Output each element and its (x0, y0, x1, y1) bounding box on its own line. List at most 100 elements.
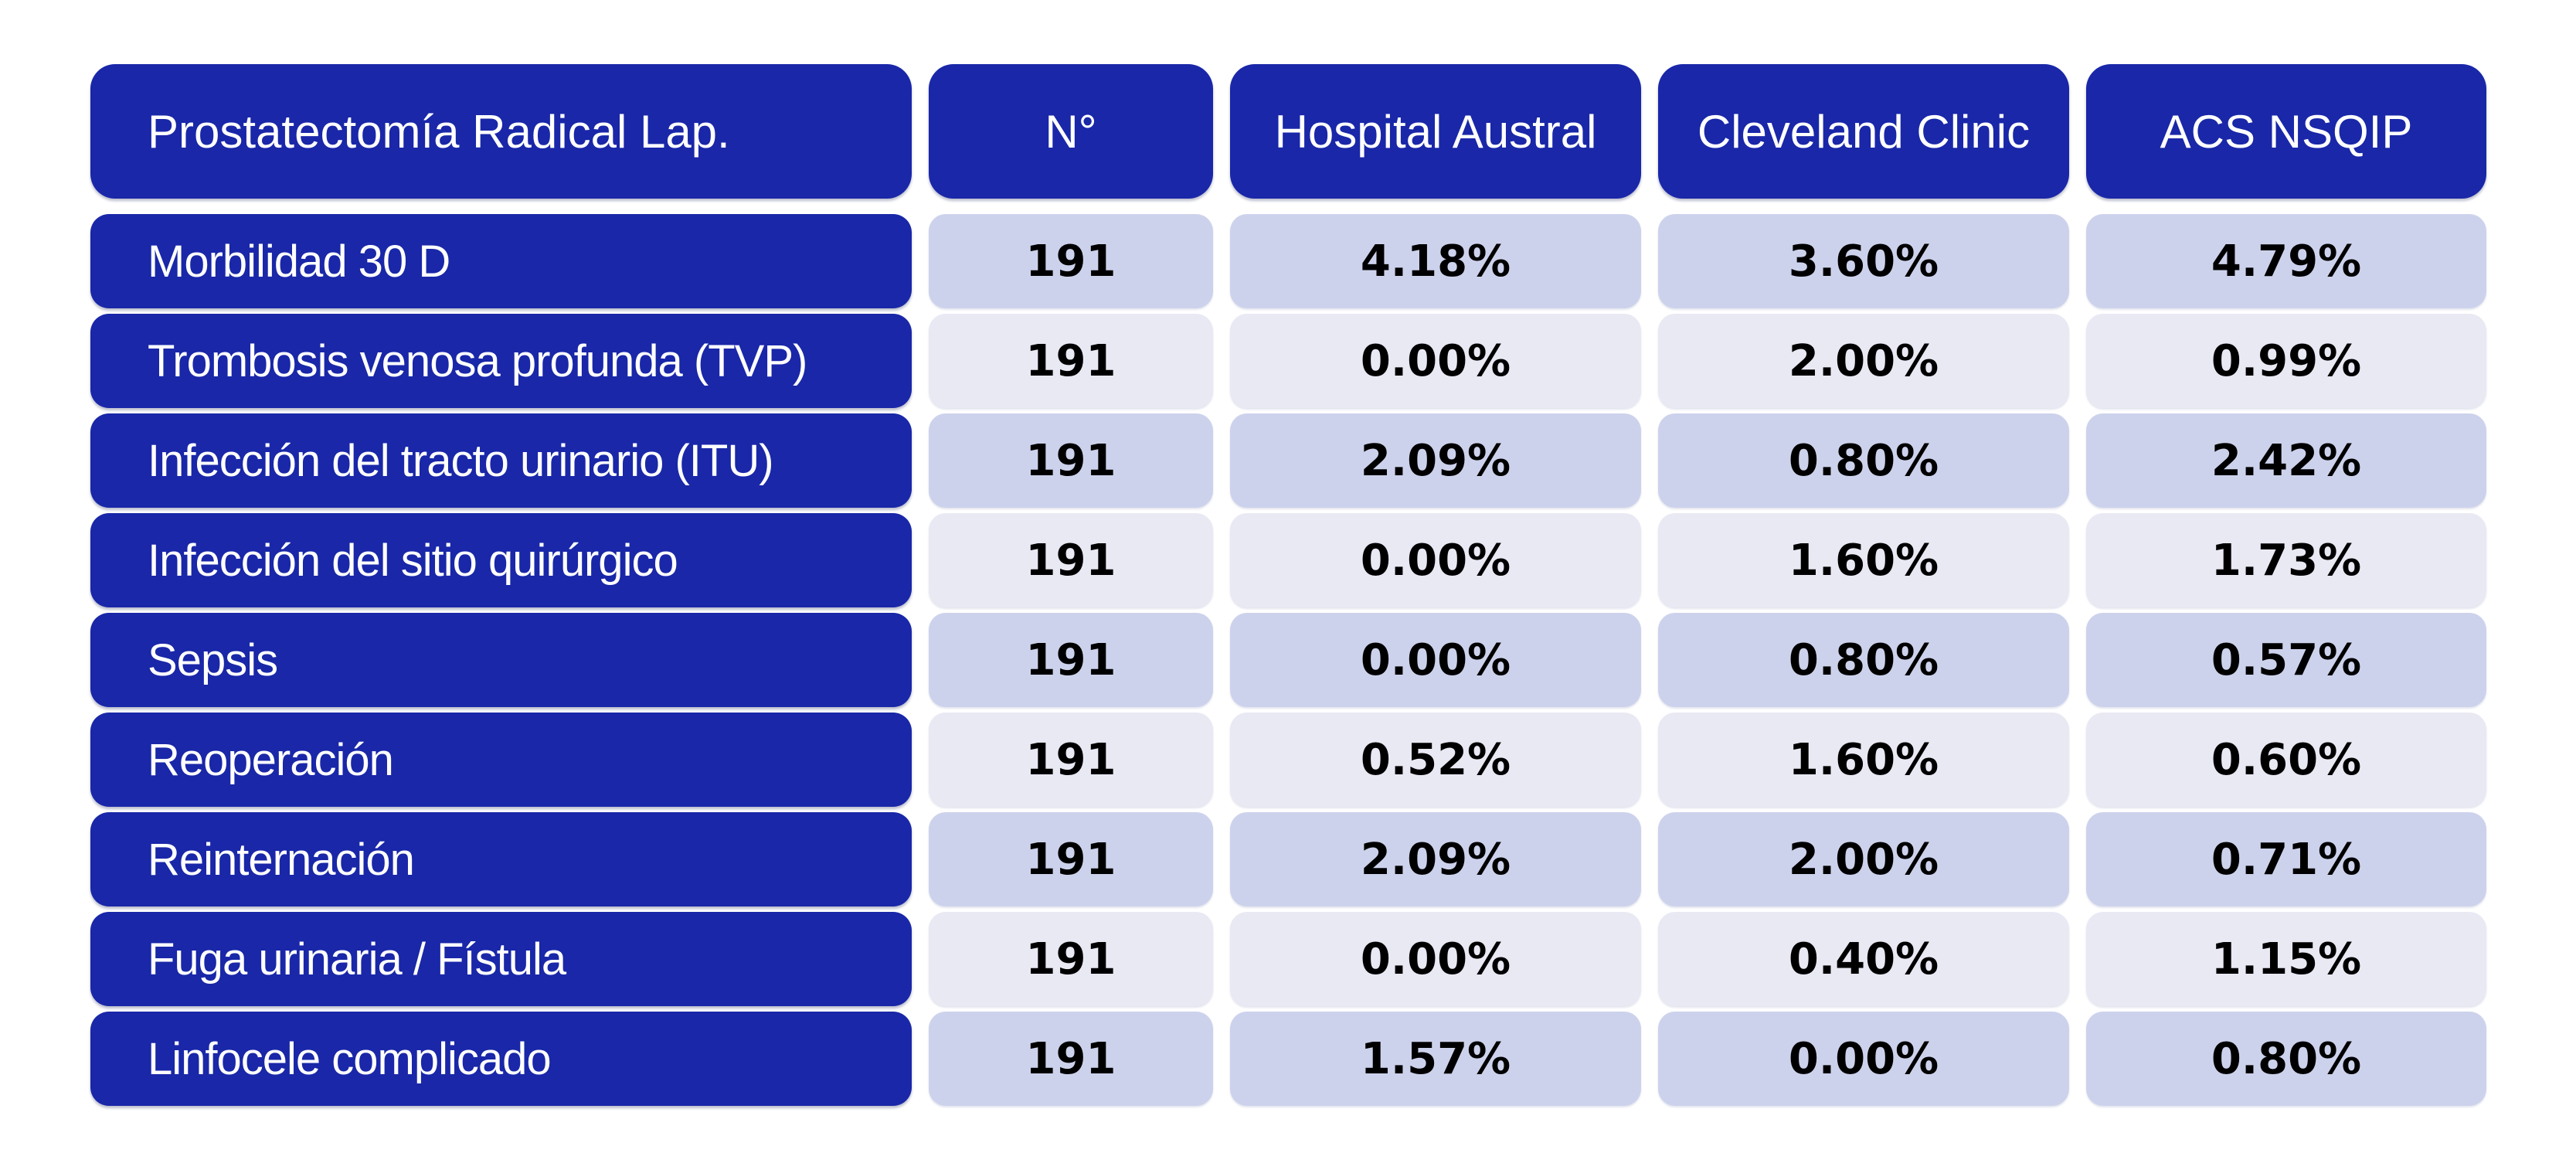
row-label-cell: Linfocele complicado (90, 1012, 912, 1106)
acs-nsqip-cell: 0.57% (2086, 613, 2486, 707)
header-cell-cleveland-clinic: Cleveland Clinic (1658, 64, 2069, 199)
row-label: Reoperación (148, 734, 394, 785)
hospital-austral-cell: 0.00% (1230, 613, 1641, 707)
n-cell: 191 (929, 314, 1213, 408)
hospital-austral-value: 2.09% (1360, 834, 1511, 885)
n-cell: 191 (929, 713, 1213, 807)
acs-nsqip-cell: 4.79% (2086, 214, 2486, 308)
row-label: Linfocele complicado (148, 1033, 552, 1084)
acs-nsqip-cell: 0.60% (2086, 713, 2486, 807)
n-value: 191 (1025, 236, 1116, 287)
row-label-cell: Fuga urinaria / Fístula (90, 912, 912, 1006)
cleveland-clinic-value: 1.60% (1788, 535, 1939, 586)
acs-nsqip-cell: 0.80% (2086, 1012, 2486, 1106)
hospital-austral-cell: 0.52% (1230, 713, 1641, 807)
cleveland-clinic-value: 3.60% (1788, 236, 1939, 287)
acs-nsqip-cell: 1.15% (2086, 912, 2486, 1006)
cleveland-clinic-cell: 0.80% (1658, 413, 2069, 508)
n-value: 191 (1025, 834, 1116, 885)
row-label: Fuga urinaria / Fístula (148, 934, 566, 985)
row-label-cell: Infección del sitio quirúrgico (90, 513, 912, 607)
row-label: Morbilidad 30 D (148, 236, 450, 287)
hospital-austral-value: 2.09% (1360, 435, 1511, 486)
n-value: 191 (1025, 435, 1116, 486)
n-cell: 191 (929, 214, 1213, 308)
cleveland-clinic-value: 0.80% (1788, 634, 1939, 685)
row-label: Trombosis venosa profunda (TVP) (148, 335, 807, 386)
n-cell: 191 (929, 613, 1213, 707)
hospital-austral-value: 0.52% (1360, 734, 1511, 785)
cleveland-clinic-cell: 2.00% (1658, 314, 2069, 408)
hospital-austral-value: 0.00% (1360, 934, 1511, 985)
hospital-austral-cell: 2.09% (1230, 413, 1641, 508)
acs-nsqip-cell: 1.73% (2086, 513, 2486, 607)
row-label: Sepsis (148, 634, 278, 685)
hospital-austral-cell: 0.00% (1230, 314, 1641, 408)
acs-nsqip-cell: 0.71% (2086, 812, 2486, 906)
acs-nsqip-value: 0.60% (2211, 734, 2362, 785)
acs-nsqip-value: 1.73% (2211, 535, 2362, 586)
n-value: 191 (1025, 734, 1116, 785)
cleveland-clinic-value: 0.40% (1788, 934, 1939, 985)
cleveland-clinic-value: 1.60% (1788, 734, 1939, 785)
row-label: Infección del sitio quirúrgico (148, 535, 678, 586)
cleveland-clinic-value: 2.00% (1788, 335, 1939, 386)
column-header-n: N° (1045, 105, 1097, 158)
hospital-austral-cell: 1.57% (1230, 1012, 1641, 1106)
header-cell-acs-nsqip: ACS NSQIP (2086, 64, 2486, 199)
cleveland-clinic-value: 2.00% (1788, 834, 1939, 885)
row-label-cell: Sepsis (90, 613, 912, 707)
row-label-cell: Morbilidad 30 D (90, 214, 912, 308)
column-header-cleveland-clinic: Cleveland Clinic (1697, 105, 2031, 158)
cleveland-clinic-value: 0.00% (1788, 1033, 1939, 1084)
n-cell: 191 (929, 812, 1213, 906)
hospital-austral-value: 1.57% (1360, 1033, 1511, 1084)
hospital-austral-cell: 0.00% (1230, 912, 1641, 1006)
header-row: Prostatectomía Radical Lap. N° Hospital … (90, 64, 2486, 199)
n-cell: 191 (929, 413, 1213, 508)
hospital-austral-value: 0.00% (1360, 535, 1511, 586)
cleveland-clinic-cell: 3.60% (1658, 214, 2069, 308)
n-value: 191 (1025, 1033, 1116, 1084)
hospital-austral-cell: 2.09% (1230, 812, 1641, 906)
cleveland-clinic-cell: 2.00% (1658, 812, 2069, 906)
acs-nsqip-value: 0.71% (2211, 834, 2362, 885)
hospital-austral-cell: 4.18% (1230, 214, 1641, 308)
n-value: 191 (1025, 535, 1116, 586)
acs-nsqip-value: 0.99% (2211, 335, 2362, 386)
hospital-austral-value: 4.18% (1360, 236, 1511, 287)
header-cell-procedure: Prostatectomía Radical Lap. (90, 64, 912, 199)
cleveland-clinic-cell: 1.60% (1658, 513, 2069, 607)
table-title: Prostatectomía Radical Lap. (148, 105, 730, 158)
acs-nsqip-value: 4.79% (2211, 236, 2362, 287)
n-cell: 191 (929, 513, 1213, 607)
acs-nsqip-value: 1.15% (2211, 934, 2362, 985)
n-cell: 191 (929, 1012, 1213, 1106)
row-label-cell: Reoperación (90, 713, 912, 807)
header-cell-n: N° (929, 64, 1213, 199)
row-label: Infección del tracto urinario (ITU) (148, 435, 774, 486)
cleveland-clinic-cell: 0.40% (1658, 912, 2069, 1006)
acs-nsqip-value: 0.57% (2211, 634, 2362, 685)
n-value: 191 (1025, 634, 1116, 685)
hospital-austral-value: 0.00% (1360, 335, 1511, 386)
table-body: Morbilidad 30 D 191 4.18% 3.60% 4.79% Tr… (90, 214, 2486, 1106)
cleveland-clinic-cell: 0.00% (1658, 1012, 2069, 1106)
cleveland-clinic-cell: 0.80% (1658, 613, 2069, 707)
hospital-austral-cell: 0.00% (1230, 513, 1641, 607)
cleveland-clinic-cell: 1.60% (1658, 713, 2069, 807)
row-label-cell: Trombosis venosa profunda (TVP) (90, 314, 912, 408)
acs-nsqip-value: 0.80% (2211, 1033, 2362, 1084)
n-value: 191 (1025, 335, 1116, 386)
acs-nsqip-value: 2.42% (2211, 435, 2362, 486)
column-header-hospital-austral: Hospital Austral (1274, 105, 1597, 158)
row-label-cell: Reinternación (90, 812, 912, 906)
hospital-austral-value: 0.00% (1360, 634, 1511, 685)
acs-nsqip-cell: 2.42% (2086, 413, 2486, 508)
cleveland-clinic-value: 0.80% (1788, 435, 1939, 486)
header-cell-hospital-austral: Hospital Austral (1230, 64, 1641, 199)
n-value: 191 (1025, 934, 1116, 985)
n-cell: 191 (929, 912, 1213, 1006)
row-label-cell: Infección del tracto urinario (ITU) (90, 413, 912, 508)
